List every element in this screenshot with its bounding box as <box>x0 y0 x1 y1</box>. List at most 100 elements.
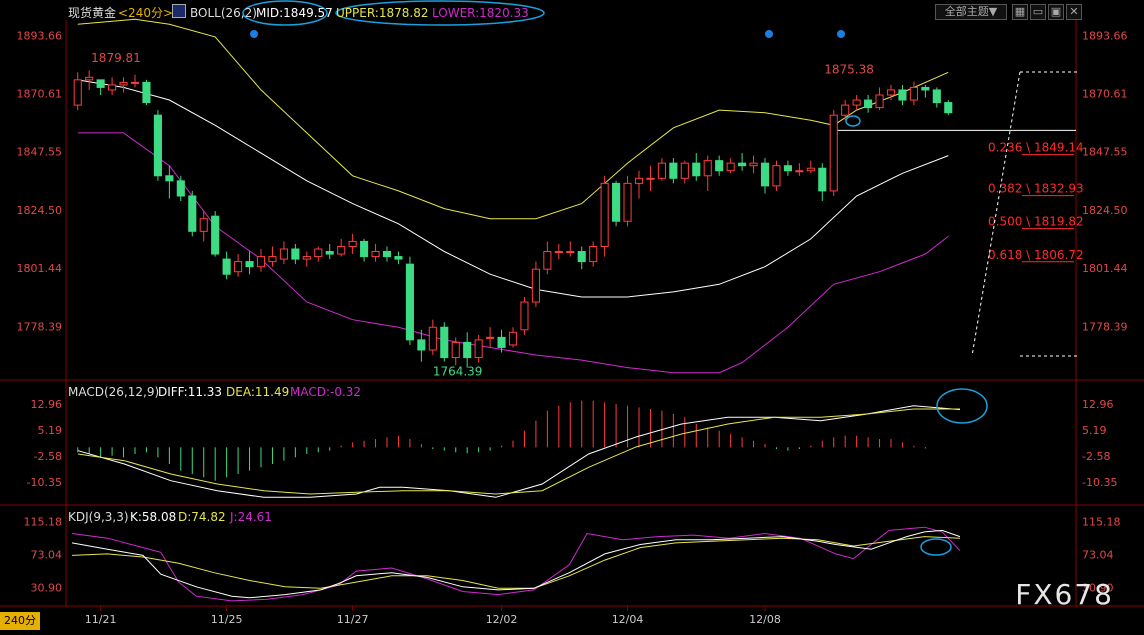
price-tick-left: 1870.61 <box>17 87 63 100</box>
candle-body <box>85 76 94 81</box>
kdj-k-line <box>71 529 961 599</box>
candle-body <box>188 195 197 232</box>
event-dot <box>837 30 845 38</box>
fib-diagonal-dash <box>971 71 1021 357</box>
candle-body <box>577 251 586 263</box>
close-icon[interactable]: ✕ <box>1066 4 1082 20</box>
candle-body <box>726 162 735 172</box>
macd-tick-right: -2.58 <box>1082 450 1110 463</box>
candle-body <box>440 326 449 359</box>
price-tick-right: 1870.61 <box>1082 87 1128 100</box>
candle-body <box>463 341 472 359</box>
candle-body <box>589 245 598 263</box>
annotation-circle <box>920 538 952 556</box>
fib-level-label: 0.236 \ 1849.14 <box>988 141 1084 155</box>
indicator-icon[interactable] <box>172 4 186 18</box>
candle-body <box>669 162 678 179</box>
macd-tick-left: 12.96 <box>31 398 63 411</box>
candle-body <box>486 336 495 339</box>
boll-lower: LOWER:1820.33 <box>432 6 529 20</box>
price-tick-left: 1801.44 <box>17 262 63 275</box>
macd-tick-right: -10.35 <box>1082 476 1117 489</box>
minimize-icon[interactable]: ▭ <box>1030 4 1046 20</box>
candle-body <box>451 341 460 359</box>
candle-body <box>852 99 861 106</box>
kdj-tick-right: 115.18 <box>1082 516 1121 529</box>
price-annotation: 1764.39 <box>433 365 483 379</box>
kdj-label: KDJ(9,3,3) <box>68 510 129 524</box>
kdj-j-line <box>71 526 961 602</box>
candle-body <box>325 251 334 255</box>
macd-tick-right: 12.96 <box>1082 398 1114 411</box>
candle-body <box>382 251 392 258</box>
candle-body <box>428 326 437 351</box>
candle-body <box>302 256 311 260</box>
theme-button[interactable]: 全部主题▼ <box>935 4 1007 20</box>
macd-dea: DEA:11.49 <box>226 385 290 399</box>
candle-body <box>554 251 563 254</box>
candle-body <box>245 261 254 268</box>
candle-body <box>932 89 941 104</box>
layout-icon[interactable]: ▦ <box>1012 4 1028 20</box>
kdj-tick-right: 30.90 <box>1082 582 1114 595</box>
candle-body <box>371 251 380 258</box>
macd-tick-left: -2.58 <box>34 450 62 463</box>
candle-body <box>96 79 105 88</box>
macd-value: MACD:-0.32 <box>290 385 362 399</box>
boll-label: BOLL(26,2) <box>190 6 257 20</box>
candle-body <box>474 339 483 359</box>
candle-body <box>623 182 632 222</box>
price-tick-right: 1847.55 <box>1082 146 1128 159</box>
restore-icon[interactable]: ▣ <box>1048 4 1064 20</box>
candle-body <box>795 170 804 173</box>
candle-body <box>531 268 540 303</box>
time-tick-label: 11/21 <box>85 613 117 626</box>
price-tick-right: 1824.50 <box>1082 204 1128 217</box>
candle-body <box>520 301 529 331</box>
candle-body <box>497 336 506 348</box>
candle-body <box>211 215 220 255</box>
event-dot <box>250 30 258 38</box>
candle-body <box>612 182 621 222</box>
price-tick-left: 1824.50 <box>17 204 63 217</box>
time-tick-label: 12/02 <box>486 613 518 626</box>
price-tick-right: 1778.39 <box>1082 320 1128 333</box>
fib-level-label: 0.382 \ 1832.93 <box>988 182 1084 196</box>
candle-body <box>646 177 655 180</box>
annotation-circle <box>845 115 861 127</box>
time-tick-label: 11/25 <box>211 613 243 626</box>
period-tab[interactable]: 240分 <box>0 612 40 630</box>
price-tick-right: 1801.44 <box>1082 262 1128 275</box>
candle-body <box>234 261 243 273</box>
candle-body <box>944 102 953 114</box>
symbol-label: 现货黄金 <box>68 6 117 20</box>
candle-body <box>921 86 930 91</box>
candle-body <box>680 162 689 179</box>
kdj-k: K:58.08 <box>130 510 177 524</box>
boll-upper: UPPER:1878.82 <box>336 6 429 20</box>
candle-body <box>543 251 552 270</box>
candle-body <box>600 182 609 247</box>
candle-body <box>153 114 162 177</box>
boll-upper-line <box>77 18 949 220</box>
period-label: <240分> <box>118 6 174 20</box>
candle-body <box>783 165 792 172</box>
price-annotation: 1879.81 <box>91 51 141 65</box>
candle-body <box>715 160 724 172</box>
candle-body <box>508 331 518 346</box>
candle-body <box>703 160 712 177</box>
price-annotation: 1875.38 <box>824 62 874 76</box>
candle-body <box>738 162 747 167</box>
candle-body <box>634 177 644 184</box>
candle-body <box>176 180 185 197</box>
candle-body <box>749 162 758 167</box>
candle-body <box>314 248 323 258</box>
candle-body <box>337 245 346 255</box>
price-tick-left: 1847.55 <box>17 146 63 159</box>
candle-body <box>886 89 896 96</box>
price-tick-left: 1778.39 <box>17 320 63 333</box>
annotation-circle <box>335 0 545 26</box>
kdj-tick-left: 30.90 <box>31 582 63 595</box>
fib-level-label: 0.618 \ 1806.72 <box>988 248 1084 262</box>
